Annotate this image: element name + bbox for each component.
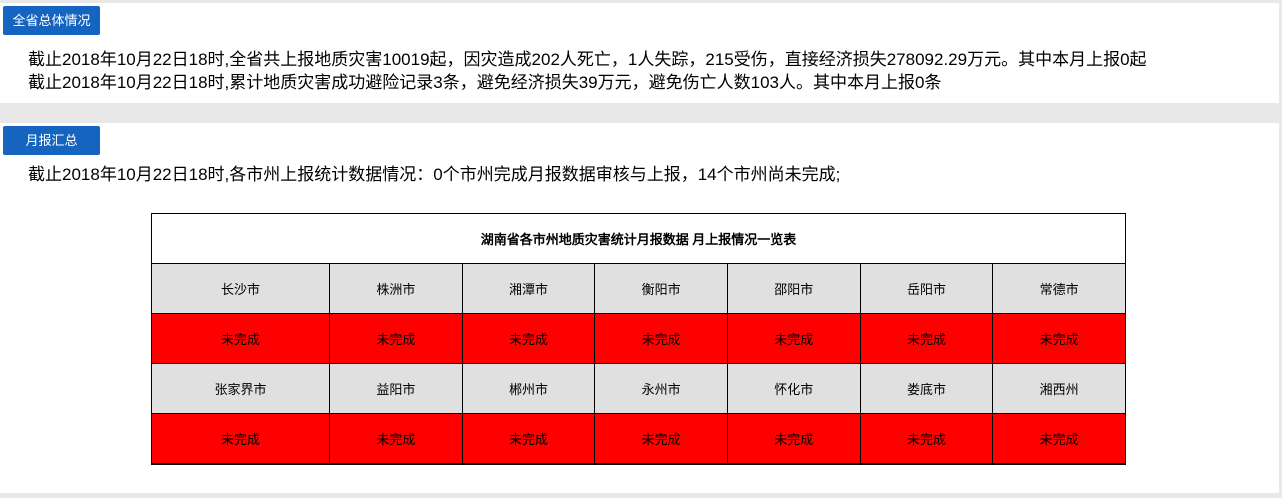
city-cell: 湘西州: [992, 363, 1126, 414]
city-header-row: 张家界市 益阳市 郴州市 永州市 怀化市 娄底市 湘西州: [151, 363, 1126, 414]
status-cell: 未完成: [151, 413, 330, 464]
section-divider: [0, 103, 1282, 123]
status-cell: 未完成: [992, 413, 1126, 464]
status-cell: 未完成: [726, 313, 861, 364]
city-cell: 永州市: [594, 363, 728, 414]
section-monthly: 月报汇总 截止2018年10月22日18时,各市州上报统计数据情况：0个市州完成…: [0, 123, 1279, 493]
status-cell: 未完成: [461, 313, 596, 364]
city-cell: 岳阳市: [859, 263, 994, 314]
city-cell: 常德市: [992, 263, 1126, 314]
city-cell: 益阳市: [329, 363, 463, 414]
city-cell: 郴州市: [461, 363, 596, 414]
status-cell: 未完成: [329, 313, 463, 364]
city-cell: 株洲市: [329, 263, 463, 314]
city-cell: 怀化市: [726, 363, 861, 414]
status-cell: 未完成: [151, 313, 330, 364]
city-cell: 湘潭市: [461, 263, 596, 314]
status-cell: 未完成: [859, 413, 994, 464]
city-cell: 张家界市: [151, 363, 330, 414]
status-cell: 未完成: [859, 313, 994, 364]
overall-line-1: 截止2018年10月22日18时,全省共上报地质灾害10019起，因灾造成202…: [28, 50, 1147, 69]
overall-section-badge: 全省总体情况: [3, 6, 100, 35]
status-cell: 未完成: [992, 313, 1126, 364]
monthly-summary-text: 截止2018年10月22日18时,各市州上报统计数据情况：0个市州完成月报数据审…: [28, 165, 841, 184]
status-cell: 未完成: [594, 413, 728, 464]
status-cell: 未完成: [726, 413, 861, 464]
overall-line-2: 截止2018年10月22日18时,累计地质灾害成功避险记录3条，避免经济损失39…: [28, 73, 942, 92]
city-cell: 长沙市: [151, 263, 330, 314]
city-cell: 邵阳市: [726, 263, 861, 314]
city-cell: 娄底市: [859, 363, 994, 414]
status-cell: 未完成: [329, 413, 463, 464]
overall-text-block: 截止2018年10月22日18时,全省共上报地质灾害10019起，因灾造成202…: [28, 48, 1279, 94]
status-row: 未完成 未完成 未完成 未完成 未完成 未完成 未完成: [151, 313, 1126, 364]
monthly-section-badge: 月报汇总: [3, 126, 100, 155]
section-overall: 全省总体情况 截止2018年10月22日18时,全省共上报地质灾害10019起，…: [0, 3, 1279, 103]
table-title-row: 湖南省各市州地质灾害统计月报数据 月上报情况一览表: [151, 213, 1126, 264]
city-cell: 衡阳市: [594, 263, 728, 314]
monthly-report-table: 湖南省各市州地质灾害统计月报数据 月上报情况一览表 长沙市 株洲市 湘潭市 衡阳市 邵阳…: [151, 213, 1126, 465]
status-cell: 未完成: [594, 313, 728, 364]
table-body: 长沙市 株洲市 湘潭市 衡阳市 邵阳市 岳阳市 常德市 未完成 未完成 未完成 未完成 未完成 未完成未…: [151, 263, 1126, 464]
status-row: 未完成 未完成 未完成 未完成 未完成 未完成 未完成: [151, 413, 1126, 464]
status-cell: 未完成: [461, 413, 596, 464]
city-header-row: 长沙市 株洲市 湘潭市 衡阳市 邵阳市 岳阳市 常德市: [151, 263, 1126, 314]
table-title: 湖南省各市州地质灾害统计月报数据 月上报情况一览表: [151, 213, 1126, 264]
